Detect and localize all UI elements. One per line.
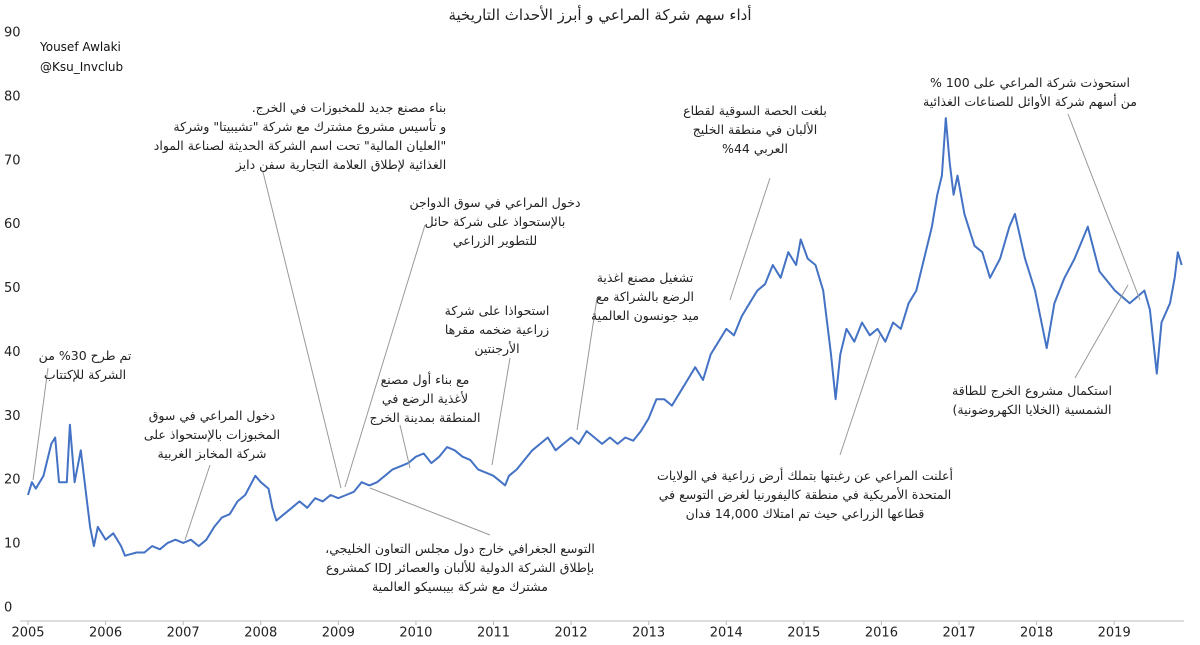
leader-line bbox=[491, 357, 511, 466]
y-tick-label: 80 bbox=[4, 89, 21, 104]
x-tick-label: 2010 bbox=[399, 626, 432, 641]
annotation-line: الشمسية (الخلايا الكهروضونية) bbox=[952, 402, 1112, 417]
y-tick-label: 50 bbox=[4, 281, 21, 296]
leader-line bbox=[369, 487, 491, 536]
x-tick-label: 2008 bbox=[244, 626, 277, 641]
annotation: استحواذا على شركة زراعية ضخمه مقرها الأرجن… bbox=[445, 301, 550, 358]
x-tick-label: 2015 bbox=[787, 626, 820, 641]
annotation-line: قطاعها الزراعي حيث تم امتلاك 14,000 فدان bbox=[685, 506, 925, 521]
annotation-line: من أسهم شركة الأوائل للصناعات الغذائية bbox=[923, 94, 1137, 109]
y-tick-label: 10 bbox=[4, 537, 21, 552]
annotation: استكمال مشروع الخرج للطاقة الشمسية (الخلا… bbox=[952, 381, 1112, 419]
annotation-line: مع بناء أول مصنع bbox=[380, 372, 470, 387]
leader-line bbox=[32, 367, 49, 481]
annotation: دخول المراعي في سوق الدواجن بالإستحواذ عل… bbox=[409, 193, 580, 250]
annotation-line: زراعية ضخمه مقرها bbox=[444, 322, 550, 337]
annotation: استحوذت شركة المراعي على 100 % من أسهم شر… bbox=[923, 73, 1137, 111]
leader-line bbox=[729, 177, 771, 301]
x-tick-label: 2019 bbox=[1098, 626, 1131, 641]
annotation-line: شركة المخابز الغربية bbox=[157, 446, 267, 461]
y-tick-label: 20 bbox=[4, 473, 21, 488]
annotation: تشغيل مصنع اغذية الرضع بالشراكة مع ميد جون… bbox=[591, 268, 699, 325]
x-tick-label: 2014 bbox=[710, 626, 743, 641]
x-tick-label: 2007 bbox=[167, 626, 200, 641]
leader-line bbox=[184, 464, 211, 541]
annotation-line: الشركة للإكتتاب bbox=[43, 367, 127, 382]
leader-line bbox=[1074, 284, 1129, 379]
annotation: دخول المراعي في سوق المخبوزات بالإستحواذ … bbox=[144, 406, 280, 463]
annotation-line: لأغذية الرضع في bbox=[381, 391, 469, 406]
y-tick-label: 60 bbox=[4, 217, 21, 232]
x-tick-label: 2016 bbox=[865, 626, 898, 641]
annotation: بناء مصنع جديد للمخبوزات في الخرج. و تأسي… bbox=[154, 98, 446, 174]
author-handle: @Ksu_Invclub bbox=[40, 60, 124, 74]
x-tick-label: 2009 bbox=[322, 626, 355, 641]
y-tick-label: 70 bbox=[4, 153, 21, 168]
leader-line bbox=[839, 334, 881, 456]
annotation-line: للتطوير الزراعي bbox=[452, 233, 538, 248]
annotation: تم طرح 30% من الشركة للإكتتاب bbox=[39, 346, 132, 384]
y-tick-label: 90 bbox=[4, 26, 21, 41]
annotation-line: دخول المراعي في سوق bbox=[148, 408, 276, 423]
y-tick-label: 40 bbox=[4, 345, 21, 360]
leader-line bbox=[399, 424, 411, 469]
x-tick-label: 2006 bbox=[89, 626, 122, 641]
annotation-line: العربي 44% bbox=[722, 141, 788, 156]
annotation-line: بالإستحواذ على شركة حائل bbox=[424, 214, 566, 229]
y-tick-label: 0 bbox=[4, 601, 12, 616]
leader-line bbox=[576, 297, 598, 431]
annotation-line: المخبوزات بالإستحواذ على bbox=[143, 427, 281, 442]
annotation-line: استحوذت شركة المراعي على 100 % bbox=[929, 75, 1130, 90]
annotation-line: الغذائية لإطلاق العلامة التجارية سفن داي… bbox=[235, 157, 447, 172]
annotation-line: التوسع الجغرافي خارج دول مجلس التعاون ال… bbox=[325, 541, 595, 556]
leader-line bbox=[262, 171, 342, 489]
annotation-line: استحواذا على شركة bbox=[444, 303, 550, 318]
annotation: التوسع الجغرافي خارج دول مجلس التعاون ال… bbox=[325, 539, 595, 596]
chart-title: أداء سهم شركة المراعي و أبرز الأحداث الت… bbox=[448, 6, 752, 24]
x-tick-label: 2013 bbox=[632, 626, 665, 641]
x-tick-label: 2005 bbox=[11, 626, 44, 641]
annotation-line: بلغت الحصة السوقية لقطاع bbox=[683, 103, 827, 118]
x-tick-label: 2011 bbox=[477, 626, 510, 641]
annotation-line: بإطلاق الشركة الدولية للألبان والعصائر I… bbox=[325, 560, 595, 575]
annotation-line: بناء مصنع جديد للمخبوزات في الخرج. bbox=[251, 100, 447, 115]
annotation-line: تشغيل مصنع اغذية bbox=[596, 270, 694, 285]
price-line bbox=[27, 117, 1183, 557]
annotation-line: "العليان المالية" تحت اسم الشركة الحديثة… bbox=[153, 138, 447, 153]
author: Yousef Awlaki bbox=[40, 40, 121, 54]
annotation: مع بناء أول مصنع لأغذية الرضع في المنطقة ب… bbox=[369, 370, 480, 427]
annotation-line: دخول المراعي في سوق الدواجن bbox=[409, 195, 581, 210]
annotation-line: مشترك مع شركة بيبسيكو العالمية bbox=[371, 579, 549, 594]
annotation-line: المتحدة الأمريكية في منطقة كاليفورنيا لغ… bbox=[658, 487, 952, 502]
x-tick-label: 2018 bbox=[1020, 626, 1053, 641]
annotation: بلغت الحصة السوقية لقطاع الألبان في منطقة… bbox=[683, 101, 827, 158]
annotation-line: المنطقة بمدينة الخرج bbox=[369, 410, 481, 425]
y-tick-label: 30 bbox=[4, 409, 21, 424]
leader-line bbox=[344, 224, 426, 488]
annotation-line: ميد جونسون العالمية bbox=[590, 308, 700, 323]
x-tick-label: 2017 bbox=[942, 626, 975, 641]
annotation-line: الرضع بالشراكة مع bbox=[595, 289, 694, 304]
annotation-line: و تأسيس مشروع مشترك مع شركة "تشيبيتا" وش… bbox=[173, 119, 447, 134]
x-tick-label: 2012 bbox=[555, 626, 588, 641]
annotation-line: أعلنت المراعي عن رغبتها بتملك أرض زراعية… bbox=[657, 468, 953, 483]
leader-line bbox=[1067, 113, 1141, 301]
annotation-line: الأرجنتين bbox=[474, 341, 520, 356]
annotation-line: تم طرح 30% من bbox=[38, 348, 132, 363]
annotation: أعلنت المراعي عن رغبتها بتملك أرض زراعية… bbox=[657, 466, 953, 523]
annotation-line: استكمال مشروع الخرج للطاقة bbox=[952, 383, 1112, 398]
annotation-line: الألبان في منطقة الخليج bbox=[692, 122, 818, 137]
